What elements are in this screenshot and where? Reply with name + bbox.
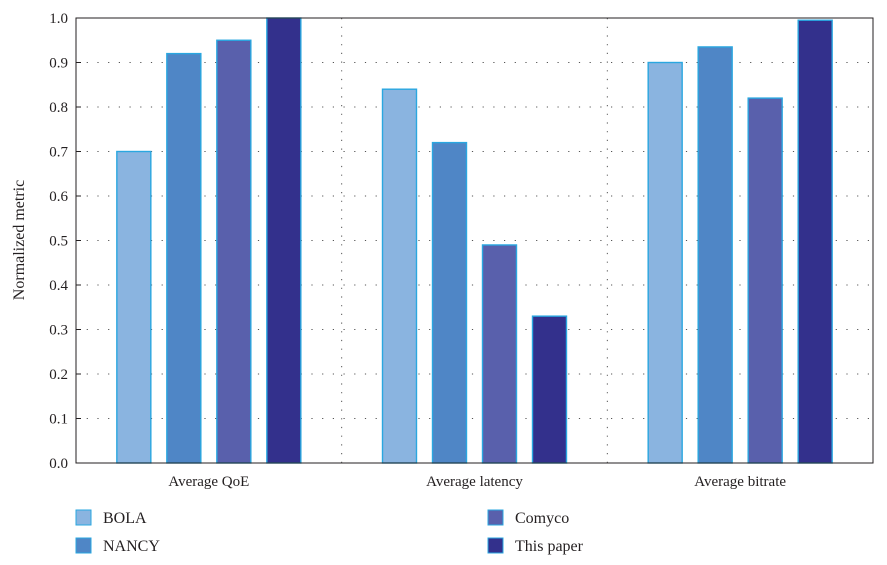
y-tick-label: 0.6 <box>49 189 68 205</box>
bar-comyco-1 <box>481 244 518 464</box>
bar-this-paper-1 <box>531 315 568 464</box>
y-tick-label: 0.3 <box>49 323 68 339</box>
y-tick-label: 0.7 <box>49 145 68 161</box>
y-tick-label: 0.4 <box>49 278 68 294</box>
legend-swatch <box>75 509 92 526</box>
bar-nancy-0 <box>166 52 202 464</box>
y-tick-label: 0.0 <box>49 456 68 472</box>
bar-comyco-0 <box>216 39 252 464</box>
x-tick-label: Average latency <box>426 474 523 490</box>
legend-label: This paper <box>515 538 584 555</box>
y-tick-label: 0.8 <box>49 100 68 116</box>
bar-comyco-2 <box>747 97 783 464</box>
bar-bola-2 <box>647 61 683 464</box>
x-axis-ticks: Average QoE Average latency Average bitrat… <box>168 474 786 490</box>
y-tick-label: 0.5 <box>49 234 68 250</box>
x-tick-label: Average QoE <box>168 474 249 490</box>
bar-this-paper-0 <box>266 17 302 464</box>
legend-swatch <box>487 509 504 526</box>
y-axis-ticks: 0.0 0.1 0.2 0.3 0.4 0.5 0.6 0.7 0.8 0.9 1.0 <box>49 11 81 472</box>
y-tick-label: 0.2 <box>49 367 68 383</box>
legend-swatch <box>75 537 92 554</box>
legend-label: Comyco <box>515 510 569 527</box>
bar-bola-0 <box>116 150 152 464</box>
legend: BOLA NANCY Comyco This paper <box>75 509 584 555</box>
y-tick-label: 0.9 <box>49 56 68 72</box>
legend-label: BOLA <box>103 510 147 527</box>
grid <box>76 18 873 463</box>
bars <box>116 17 833 464</box>
y-tick-label: 0.1 <box>49 412 68 428</box>
y-tick-label: 1.0 <box>49 11 68 27</box>
bar-bola-1 <box>381 88 418 464</box>
y-axis-label: Normalized metric <box>11 180 28 300</box>
bar-nancy-2 <box>697 46 733 464</box>
x-tick-label: Average bitrate <box>694 474 786 490</box>
legend-swatch <box>487 537 504 554</box>
bar-this-paper-2 <box>797 19 833 464</box>
bar-nancy-1 <box>431 141 468 464</box>
legend-label: NANCY <box>103 538 160 555</box>
